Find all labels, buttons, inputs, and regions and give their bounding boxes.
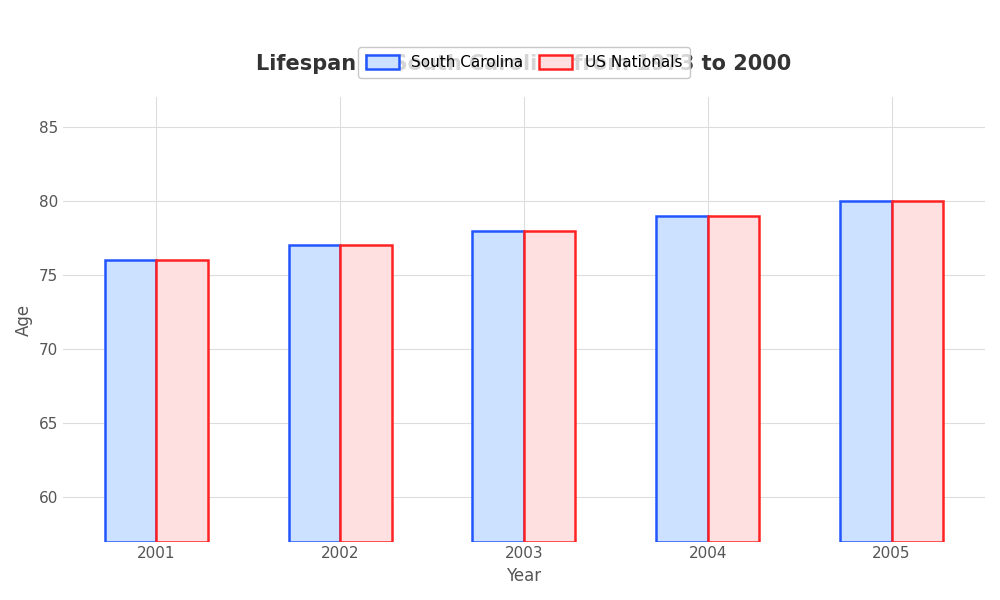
Bar — [708, 216, 759, 542]
Bar — [524, 230, 575, 542]
Title: Lifespan in South Carolina from 1973 to 2000: Lifespan in South Carolina from 1973 to … — [256, 53, 792, 74]
Y-axis label: Age: Age — [15, 304, 33, 335]
Bar — [156, 260, 208, 542]
Bar — [289, 245, 340, 542]
X-axis label: Year: Year — [506, 567, 541, 585]
Legend: South Carolina, US Nationals: South Carolina, US Nationals — [358, 47, 690, 77]
Bar — [472, 230, 524, 542]
Bar — [105, 260, 156, 542]
Bar — [840, 201, 892, 542]
Bar — [892, 201, 943, 542]
Bar — [656, 216, 708, 542]
Bar — [340, 245, 392, 542]
